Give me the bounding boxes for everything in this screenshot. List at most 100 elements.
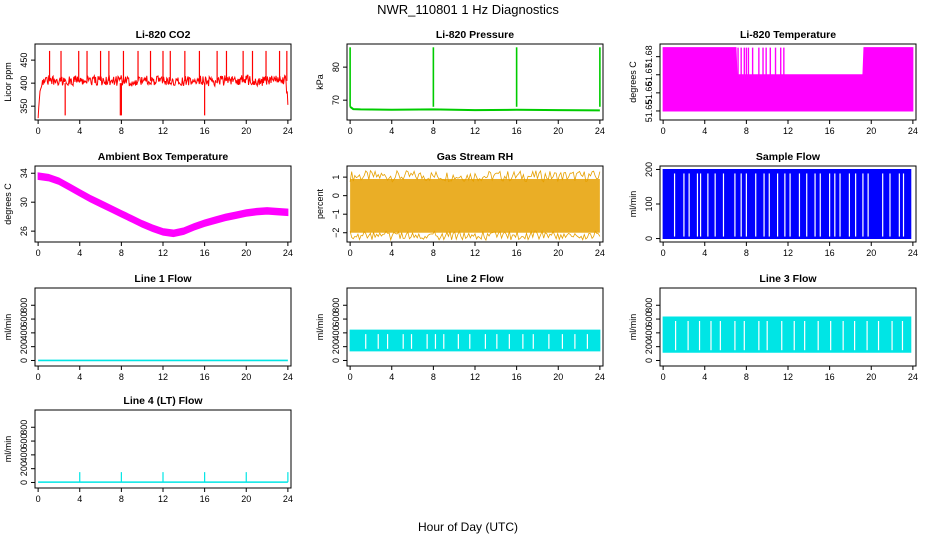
x-tick-label-line3-4: 16 [825,372,835,382]
plot-frame-line2 [346,287,604,367]
x-tick-label-line4-1: 4 [77,494,82,504]
y-axis-label-sample: ml/min [628,191,638,218]
y-axis-label-li820temp: degrees C [628,61,638,103]
y-axis-label-rh: percent [315,188,325,219]
panel-title-line3: Line 3 Flow [759,273,817,285]
panel-title-li820temp: Li-820 Temperature [740,29,836,41]
x-tick-label-line4-6: 24 [283,494,293,504]
x-tick-label-sample-6: 24 [908,248,918,258]
panel-title-line2: Line 2 Flow [446,273,504,285]
panel-ambient: Ambient Box Temperature degrees C 0 4 8 12 16 2… [3,151,293,258]
x-tick-label-line1-1: 4 [77,372,82,382]
x-tick-label-line4-5: 20 [241,494,251,504]
x-tick-label-sample-0: 0 [661,248,666,258]
x-tick-label-li820temp-2: 8 [744,126,749,136]
x-tick-label-line1-2: 8 [119,372,124,382]
series-edge-bottom-rh [349,229,601,242]
y-tick-label-line3-0: 0 [644,358,654,363]
panel-line2: Line 2 Flow ml/min 0 4 8 12 16 20 24 0 20040060080… [315,273,605,382]
x-tick-label-sample-3: 12 [783,248,793,258]
x-tick-label-ambient-1: 4 [77,248,82,258]
y-axis-label-line1: ml/min [3,314,13,341]
x-tick-label-rh-3: 12 [470,248,480,258]
x-tick-label-line2-4: 16 [512,372,522,382]
y-tick-label-ambient-1: 30 [19,197,29,207]
x-tick-label-li820temp-6: 24 [908,126,918,136]
x-tick-label-line4-2: 8 [119,494,124,504]
x-tick-label-co2-5: 20 [241,126,251,136]
x-tick-label-li820temp-0: 0 [661,126,666,136]
x-tick-label-ambient-3: 12 [158,248,168,258]
panel-title-ambient: Ambient Box Temperature [98,151,229,163]
y-tick-label-rh-0: −2 [331,228,341,238]
plot-area-line3 [662,316,912,353]
y-tick-label-line2-4: 800 [331,298,341,313]
x-tick-label-line4-3: 12 [158,494,168,504]
x-tick-label-co2-4: 16 [200,126,210,136]
y-tick-label-li820temp-3: 51.68 [644,45,654,68]
x-tick-label-line1-4: 16 [200,372,210,382]
x-tick-label-line2-0: 0 [348,372,353,382]
y-tick-label-line4-4: 800 [19,420,29,435]
y-tick-label-co2-0: 350 [19,99,29,114]
x-tick-label-rh-1: 4 [389,248,394,258]
y-axis-label-ambient: degrees C [3,183,13,225]
x-tick-label-pressure-0: 0 [348,126,353,136]
x-tick-label-line2-1: 4 [389,372,394,382]
y-tick-label-line1-1: 200 [19,339,29,354]
panel-pressure: Li-820 Pressure kPa 0 4 8 12 16 20 24 70 80 [315,29,605,136]
x-tick-label-co2-1: 4 [77,126,82,136]
x-tick-label-rh-2: 8 [431,248,436,258]
x-tick-label-sample-4: 16 [825,248,835,258]
x-tick-label-ambient-0: 0 [36,248,41,258]
series-area-li820temp [662,47,914,112]
y-tick-label-ambient-0: 26 [19,226,29,236]
y-tick-label-rh-2: 0 [331,193,341,198]
x-tick-label-pressure-2: 8 [431,126,436,136]
x-tick-label-ambient-5: 20 [241,248,251,258]
plot-area-line4 [38,472,289,483]
panel-title-sample: Sample Flow [756,151,821,163]
x-tick-label-rh-4: 16 [512,248,522,258]
y-tick-label-li820temp-0: 51.65 [644,100,654,123]
panel-title-rh: Gas Stream RH [437,151,513,163]
x-tick-label-line2-2: 8 [431,372,436,382]
y-tick-label-line4-0: 0 [19,480,29,485]
x-tick-label-pressure-5: 20 [553,126,563,136]
x-tick-label-rh-5: 20 [553,248,563,258]
x-tick-label-li820temp-3: 12 [783,126,793,136]
x-tick-label-co2-3: 12 [158,126,168,136]
x-tick-label-line2-3: 12 [470,372,480,382]
panel-title-co2: Li-820 CO2 [136,29,191,41]
x-tick-label-line3-0: 0 [661,372,666,382]
y-tick-label-line3-4: 800 [644,298,654,313]
x-tick-label-line1-3: 12 [158,372,168,382]
panel-co2: Li-820 CO2 Licor ppm 0 4 8 12 16 20 24 350 400 450 [3,29,293,136]
x-tick-label-li820temp-5: 20 [866,126,876,136]
y-tick-label-line2-2: 400 [331,325,341,340]
figure-title: NWR_110801 1 Hz Diagnostics [377,2,559,17]
y-tick-label-line3-3: 600 [644,312,654,327]
x-tick-label-line1-0: 0 [36,372,41,382]
y-tick-label-rh-1: −1 [331,209,341,219]
y-tick-label-line4-1: 200 [19,461,29,476]
y-tick-label-li820temp-1: 51.66 [644,82,654,105]
y-tick-label-line4-3: 600 [19,434,29,449]
panel-li820temp: Li-820 Temperature degrees C 0 4 8 12 16 20 24 51… [628,29,918,136]
x-tick-label-sample-1: 4 [702,248,707,258]
y-tick-label-rh-3: 1 [331,175,341,180]
x-tick-label-rh-0: 0 [348,248,353,258]
x-tick-label-pressure-4: 16 [512,126,522,136]
y-tick-label-line3-1: 200 [644,339,654,354]
x-tick-label-line3-2: 8 [744,372,749,382]
x-tick-label-co2-0: 0 [36,126,41,136]
figure-x-axis-label: Hour of Day (UTC) [418,520,518,534]
x-tick-label-co2-6: 24 [283,126,293,136]
y-axis-label-line4: ml/min [3,436,13,463]
series-band-ambient [37,172,289,238]
y-tick-label-line4-2: 400 [19,447,29,462]
y-tick-label-line2-1: 200 [331,339,341,354]
x-tick-label-line3-5: 20 [866,372,876,382]
panel-rh: Gas Stream RH percent 0 4 8 12 16 20 24 −2 −1 0 1 [315,151,605,258]
